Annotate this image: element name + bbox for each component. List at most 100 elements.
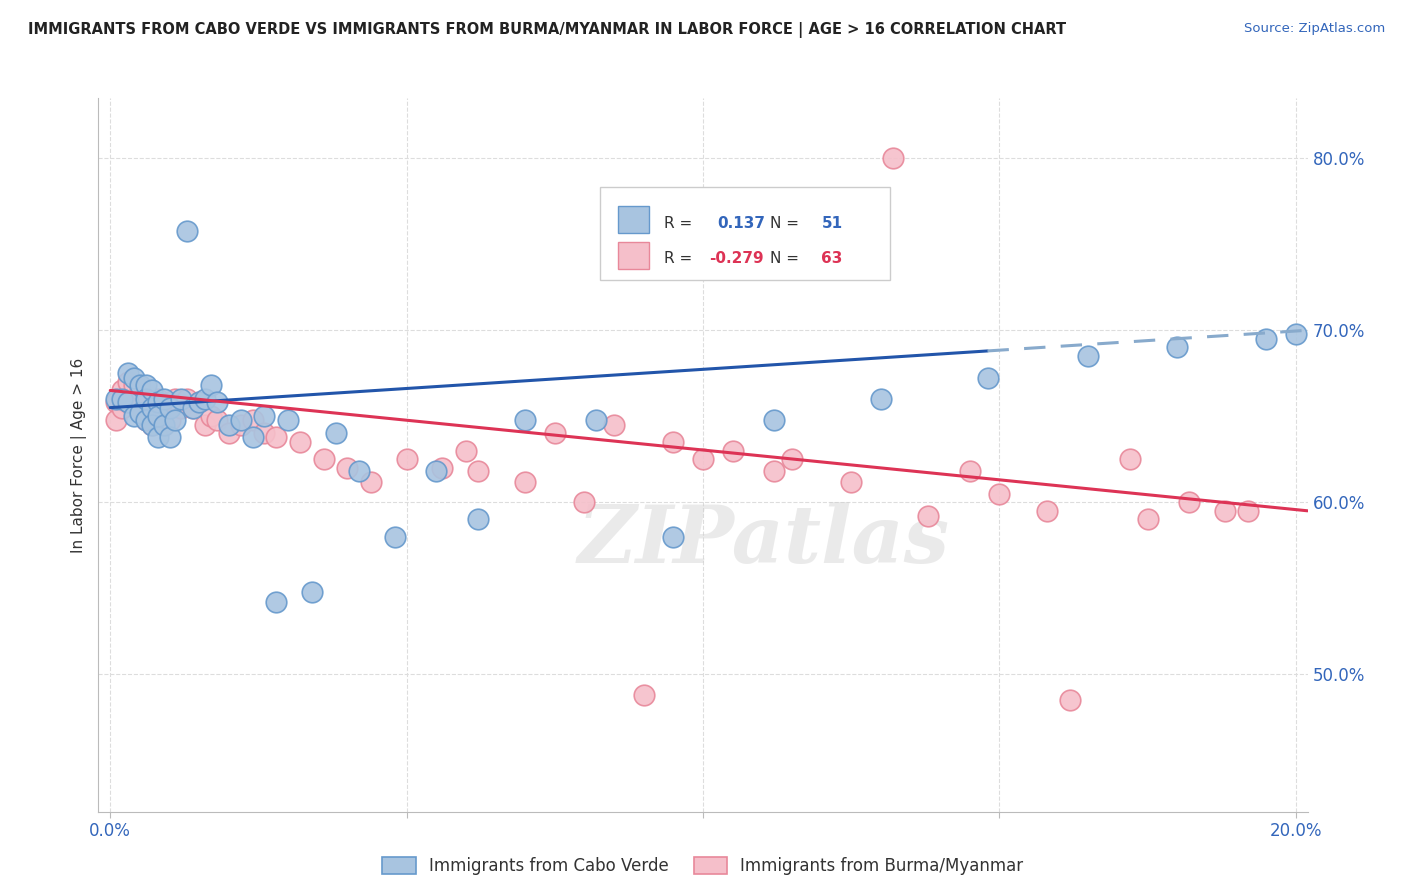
Point xyxy=(122,371,145,385)
Point xyxy=(129,378,152,392)
Point xyxy=(141,401,163,415)
Point xyxy=(188,395,211,409)
Point xyxy=(111,392,134,406)
Point xyxy=(425,464,447,478)
Point xyxy=(1237,504,1260,518)
Point xyxy=(454,443,477,458)
Point xyxy=(117,395,139,409)
Point xyxy=(194,417,217,432)
Point xyxy=(181,401,204,415)
Point xyxy=(165,412,187,426)
Point xyxy=(165,392,187,406)
Point xyxy=(1285,326,1308,341)
Point xyxy=(301,584,323,599)
Point xyxy=(129,406,152,420)
Point xyxy=(159,395,181,409)
Point xyxy=(135,412,157,426)
Text: IMMIGRANTS FROM CABO VERDE VS IMMIGRANTS FROM BURMA/MYANMAR IN LABOR FORCE | AGE: IMMIGRANTS FROM CABO VERDE VS IMMIGRANTS… xyxy=(28,22,1066,38)
Text: 0.137: 0.137 xyxy=(717,216,765,230)
Point xyxy=(869,392,891,406)
Point xyxy=(515,475,537,489)
Point xyxy=(146,409,169,424)
Point xyxy=(105,412,128,426)
Point xyxy=(662,530,685,544)
Point xyxy=(200,378,222,392)
Point xyxy=(432,460,454,475)
FancyBboxPatch shape xyxy=(619,242,648,268)
Point xyxy=(159,412,181,426)
Point xyxy=(325,426,347,441)
Point xyxy=(170,392,193,406)
Point xyxy=(1213,504,1236,518)
Point xyxy=(229,417,252,432)
Point xyxy=(515,412,537,426)
Point xyxy=(1254,332,1277,346)
Point xyxy=(467,464,489,478)
Point xyxy=(839,475,862,489)
Point xyxy=(176,392,198,406)
Point xyxy=(194,392,217,406)
Point xyxy=(288,435,311,450)
Point xyxy=(662,435,685,450)
FancyBboxPatch shape xyxy=(619,206,648,233)
Point xyxy=(585,412,607,426)
Point xyxy=(988,486,1011,500)
Text: 51: 51 xyxy=(821,216,842,230)
Point xyxy=(205,412,228,426)
Point xyxy=(959,464,981,478)
Point xyxy=(135,378,157,392)
Point xyxy=(1119,452,1142,467)
Point xyxy=(242,430,264,444)
Point xyxy=(763,412,786,426)
Point xyxy=(603,417,626,432)
Point xyxy=(721,443,744,458)
Text: -0.279: -0.279 xyxy=(709,252,763,266)
Point xyxy=(129,401,152,415)
Point xyxy=(129,384,152,398)
Point xyxy=(152,417,174,432)
Text: N =: N = xyxy=(769,252,803,266)
Point xyxy=(544,426,567,441)
Text: 63: 63 xyxy=(821,252,842,266)
Point xyxy=(122,378,145,392)
Point xyxy=(1136,512,1159,526)
Text: R =: R = xyxy=(664,252,697,266)
Text: R =: R = xyxy=(664,216,697,230)
Point xyxy=(1036,504,1059,518)
Legend: Immigrants from Cabo Verde, Immigrants from Burma/Myanmar: Immigrants from Cabo Verde, Immigrants f… xyxy=(382,856,1024,875)
Point xyxy=(135,392,157,406)
Point xyxy=(141,401,163,415)
Point xyxy=(242,412,264,426)
Point xyxy=(188,395,211,409)
Point xyxy=(141,384,163,398)
Point xyxy=(117,395,139,409)
Point xyxy=(135,392,157,406)
Point xyxy=(264,430,287,444)
Point xyxy=(1059,693,1081,707)
Point xyxy=(205,395,228,409)
Point xyxy=(264,595,287,609)
Point xyxy=(395,452,418,467)
Point xyxy=(347,464,370,478)
Point xyxy=(111,401,134,415)
Point xyxy=(159,401,181,415)
Point xyxy=(152,392,174,406)
Point xyxy=(253,409,276,424)
Point xyxy=(111,384,134,398)
Point xyxy=(229,412,252,426)
Point xyxy=(152,417,174,432)
FancyBboxPatch shape xyxy=(600,187,890,280)
Point xyxy=(200,409,222,424)
Point xyxy=(780,452,803,467)
Point xyxy=(574,495,596,509)
Point xyxy=(105,395,128,409)
Point xyxy=(277,412,299,426)
Point xyxy=(384,530,406,544)
Point xyxy=(141,417,163,432)
Point xyxy=(360,475,382,489)
Point xyxy=(122,395,145,409)
Point xyxy=(122,409,145,424)
Point xyxy=(1077,349,1099,363)
Point xyxy=(692,452,714,467)
Point xyxy=(218,417,240,432)
